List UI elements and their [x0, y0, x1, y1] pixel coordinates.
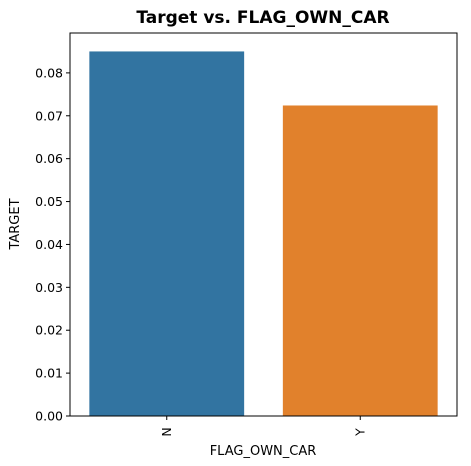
y-tick-label: 0.06 [35, 151, 63, 166]
y-tick-label: 0.04 [35, 237, 63, 252]
bar-n [89, 51, 245, 417]
plot-area [69, 32, 458, 417]
y-tick-label: 0.01 [35, 366, 63, 381]
x-tick-label: Y [352, 428, 367, 437]
y-tick-label: 0.00 [35, 409, 63, 424]
y-tick-label: 0.08 [35, 65, 63, 80]
y-tick-label: 0.03 [35, 280, 63, 295]
y-axis-label: TARGET [8, 198, 23, 250]
y-tick-label: 0.05 [35, 194, 63, 209]
plot-frame [69, 32, 458, 417]
bar-y [282, 105, 438, 417]
x-axis-label: FLAG_OWN_CAR [210, 444, 317, 459]
y-tick-label: 0.02 [35, 323, 63, 338]
y-tick-label: 0.07 [35, 108, 63, 123]
y-axis: 0.00 0.01 0.02 0.03 0.04 0.05 0.06 0.07 0.08 [35, 65, 70, 424]
chart-title: Target vs. FLAG_OWN_CAR [136, 8, 389, 28]
bars-group [89, 51, 438, 417]
x-tick-label: N [159, 427, 174, 436]
